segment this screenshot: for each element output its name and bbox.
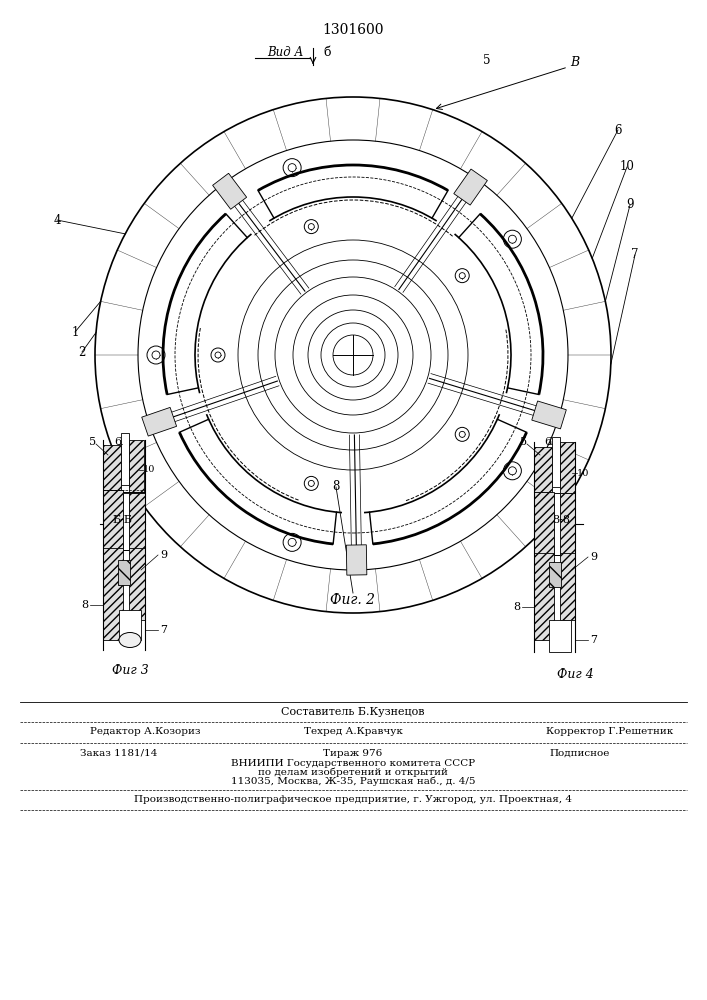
Text: 7: 7 bbox=[631, 248, 638, 261]
Bar bbox=[103, 548, 123, 640]
Text: по делам изобретений и открытий: по делам изобретений и открытий bbox=[258, 767, 448, 777]
Text: 9: 9 bbox=[590, 552, 597, 562]
Text: 10: 10 bbox=[143, 466, 156, 475]
Text: Тираж 976: Тираж 976 bbox=[323, 748, 382, 758]
Bar bbox=[121, 433, 129, 485]
Circle shape bbox=[152, 351, 160, 359]
Text: 5: 5 bbox=[89, 437, 96, 447]
Bar bbox=[554, 493, 560, 555]
Text: 5: 5 bbox=[484, 54, 491, 68]
Circle shape bbox=[288, 538, 296, 546]
Bar bbox=[534, 447, 552, 492]
Bar bbox=[129, 440, 144, 493]
Text: Редактор А.Козориз: Редактор А.Козориз bbox=[90, 728, 201, 736]
Bar bbox=[129, 493, 145, 550]
Polygon shape bbox=[346, 545, 367, 575]
Bar bbox=[103, 490, 123, 550]
Bar bbox=[549, 562, 561, 587]
Text: 10: 10 bbox=[619, 160, 634, 174]
Polygon shape bbox=[141, 407, 177, 436]
Circle shape bbox=[215, 352, 221, 358]
Text: Производственно-полиграфическое предприятие, г. Ужгород, ул. Проектная, 4: Производственно-полиграфическое предприя… bbox=[134, 796, 572, 804]
Text: 10: 10 bbox=[577, 468, 590, 478]
Bar bbox=[534, 492, 554, 555]
Text: 7: 7 bbox=[160, 625, 167, 635]
Text: 8: 8 bbox=[81, 600, 88, 610]
Bar bbox=[560, 442, 575, 494]
Text: 6: 6 bbox=[614, 123, 621, 136]
Circle shape bbox=[308, 480, 315, 486]
Circle shape bbox=[508, 467, 516, 475]
Bar bbox=[560, 493, 575, 555]
Polygon shape bbox=[532, 401, 566, 429]
Text: 9: 9 bbox=[160, 550, 167, 560]
Text: 8: 8 bbox=[513, 602, 520, 612]
Text: ВНИИПИ Государственного комитета СССР: ВНИИПИ Государственного комитета СССР bbox=[231, 758, 475, 768]
Text: 4: 4 bbox=[53, 214, 61, 227]
Text: Заказ 1181/14: Заказ 1181/14 bbox=[80, 748, 158, 758]
Circle shape bbox=[508, 235, 516, 243]
Circle shape bbox=[308, 224, 315, 230]
Bar bbox=[118, 560, 130, 585]
Bar bbox=[103, 445, 121, 490]
Text: 2: 2 bbox=[78, 346, 86, 359]
Text: 7: 7 bbox=[590, 635, 597, 645]
Text: 113035, Москва, Ж-35, Раушская наб., д. 4/5: 113035, Москва, Ж-35, Раушская наб., д. … bbox=[230, 776, 475, 786]
Circle shape bbox=[460, 273, 465, 279]
Text: Составитель Б.Кузнецов: Составитель Б.Кузнецов bbox=[281, 707, 425, 717]
Text: 8-8: 8-8 bbox=[552, 515, 570, 525]
Text: Вид А: Вид А bbox=[267, 46, 303, 60]
Bar bbox=[560, 553, 575, 620]
Text: Фиг 3: Фиг 3 bbox=[112, 664, 148, 676]
Bar bbox=[123, 493, 129, 550]
Text: 9: 9 bbox=[626, 198, 633, 212]
Bar bbox=[552, 437, 560, 487]
Text: б: б bbox=[323, 46, 330, 60]
Text: Фиг 4: Фиг 4 bbox=[556, 668, 593, 682]
Circle shape bbox=[460, 431, 465, 437]
Polygon shape bbox=[213, 173, 247, 209]
Text: 8: 8 bbox=[332, 481, 339, 493]
Text: Подписное: Подписное bbox=[550, 748, 610, 758]
Text: 1: 1 bbox=[71, 326, 78, 338]
Text: 1301600: 1301600 bbox=[322, 23, 384, 37]
Bar bbox=[549, 620, 571, 652]
Text: Фиг. 2: Фиг. 2 bbox=[330, 593, 375, 607]
Polygon shape bbox=[454, 169, 487, 205]
Text: В: В bbox=[571, 55, 580, 68]
Text: 5: 5 bbox=[520, 437, 527, 447]
Ellipse shape bbox=[119, 633, 141, 648]
Text: Б-Б: Б-Б bbox=[112, 515, 132, 525]
Bar bbox=[129, 548, 145, 620]
Text: 6: 6 bbox=[115, 437, 122, 447]
Circle shape bbox=[288, 164, 296, 172]
Bar bbox=[119, 610, 141, 640]
Text: Техред А.Кравчук: Техред А.Кравчук bbox=[303, 728, 402, 736]
Bar bbox=[534, 553, 554, 640]
Text: 6: 6 bbox=[544, 437, 551, 447]
Text: Корректор Г.Решетник: Корректор Г.Решетник bbox=[547, 728, 674, 736]
